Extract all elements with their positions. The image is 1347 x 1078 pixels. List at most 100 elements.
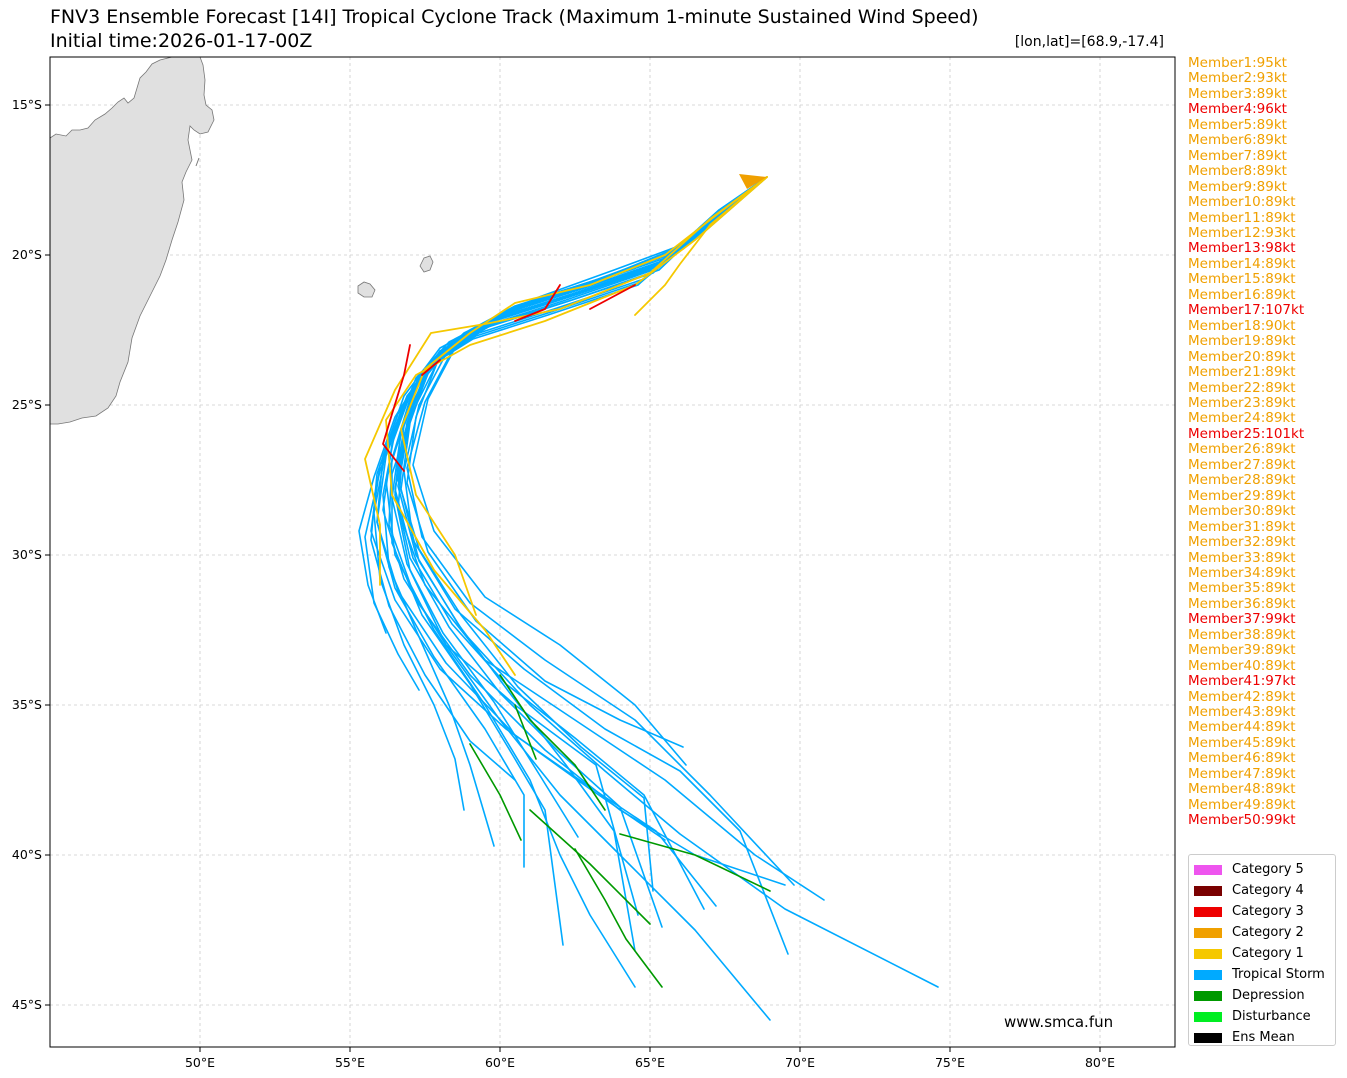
lon-tick-label: 75°E bbox=[935, 1055, 965, 1070]
tropical-storm-track bbox=[382, 176, 768, 916]
member-intensity: Member45:89kt bbox=[1188, 734, 1296, 751]
member-intensity: Member23:89kt bbox=[1188, 394, 1296, 411]
legend-swatch bbox=[1194, 927, 1222, 938]
category3-track bbox=[421, 359, 441, 376]
member-intensity: Member2:93kt bbox=[1188, 70, 1287, 87]
legend-entry: Category 1 bbox=[1194, 943, 1335, 964]
member-intensity: Member20:89kt bbox=[1188, 348, 1296, 365]
lon-tick-label: 80°E bbox=[1085, 1055, 1115, 1070]
madagascar-landmass bbox=[50, 57, 215, 425]
category1-track bbox=[634, 176, 768, 316]
member-intensity: Member13:98kt bbox=[1188, 240, 1296, 257]
legend-swatch bbox=[1194, 1032, 1222, 1043]
member-intensity: Member49:89kt bbox=[1188, 796, 1296, 813]
lat-tick-label: 35°S bbox=[12, 697, 42, 712]
lat-tick-label: 20°S bbox=[12, 247, 42, 262]
lat-tick-label: 45°S bbox=[12, 997, 42, 1012]
category1-tracks bbox=[364, 176, 768, 676]
mauritius-island bbox=[419, 255, 434, 273]
legend-swatch bbox=[1194, 864, 1222, 875]
category3-track bbox=[514, 284, 561, 322]
depression-tracks bbox=[469, 674, 771, 988]
member-intensity: Member4:96kt bbox=[1188, 101, 1287, 118]
member-intensity-list: Member1:95kt Member2:93kt Member3:89kt Memb… bbox=[1188, 55, 1305, 829]
legend-swatch bbox=[1194, 885, 1222, 896]
member-intensity: Member42:89kt bbox=[1188, 688, 1296, 705]
category1-track bbox=[364, 176, 768, 586]
depression-track bbox=[469, 743, 522, 841]
member-intensity: Member12:93kt bbox=[1188, 224, 1296, 241]
member-intensity: Member17:107kt bbox=[1188, 302, 1305, 319]
lon-tick-label: 60°E bbox=[485, 1055, 515, 1070]
member-intensity: Member1:95kt bbox=[1188, 55, 1287, 71]
plot-frame bbox=[49, 56, 1176, 1048]
member-intensity: Member10:89kt bbox=[1188, 194, 1296, 211]
member-intensity: Member22:89kt bbox=[1188, 379, 1296, 396]
genesis-marker bbox=[739, 174, 767, 189]
member-intensity: Member15:89kt bbox=[1188, 271, 1296, 288]
watermark: www.smca.fun bbox=[1004, 1013, 1114, 1031]
lon-tick-label: 70°E bbox=[785, 1055, 815, 1070]
legend-swatch bbox=[1194, 969, 1222, 980]
lat-tick-label: 30°S bbox=[12, 547, 42, 562]
member-intensity: Member5:89kt bbox=[1188, 116, 1287, 133]
legend-entry: Ens Mean bbox=[1194, 1027, 1335, 1048]
member-intensity: Member37:99kt bbox=[1188, 611, 1296, 628]
depression-track bbox=[514, 704, 537, 760]
member-intensity: Member19:89kt bbox=[1188, 333, 1296, 350]
category1-track bbox=[400, 176, 768, 616]
map-background bbox=[50, 57, 1175, 1047]
legend-label: Category 2 bbox=[1232, 925, 1304, 940]
member-intensity: Member26:89kt bbox=[1188, 441, 1296, 458]
coordinate-readout: [lon,lat]=[68.9,-17.4] bbox=[1014, 34, 1164, 50]
member-intensity: Member6:89kt bbox=[1188, 132, 1287, 149]
legend-swatch bbox=[1194, 1011, 1222, 1022]
member-intensity: Member24:89kt bbox=[1188, 410, 1296, 427]
member-intensity: Member38:89kt bbox=[1188, 626, 1296, 643]
member-intensity: Member43:89kt bbox=[1188, 704, 1296, 721]
lat-tick-label: 15°S bbox=[12, 97, 42, 112]
member-intensity: Member47:89kt bbox=[1188, 765, 1296, 782]
member-intensity: Member50:99kt bbox=[1188, 812, 1296, 829]
member-intensity: Member11:89kt bbox=[1188, 209, 1296, 226]
axis-ticks: 50°E 55°E 60°E 65°E 70°E 75°E 80°E 15°S 20°S 25°S… bbox=[12, 97, 1115, 1070]
tropical-storm-track bbox=[397, 176, 768, 892]
member-intensity: Member48:89kt bbox=[1188, 781, 1296, 798]
member-intensity: Member28:89kt bbox=[1188, 472, 1296, 489]
member-intensity: Member18:90kt bbox=[1188, 317, 1296, 334]
tropical-storm-track bbox=[397, 176, 768, 952]
legend-entry: Depression bbox=[1194, 985, 1335, 1006]
member-intensity: Member39:89kt bbox=[1188, 642, 1296, 659]
member-intensity: Member29:89kt bbox=[1188, 487, 1296, 504]
legend-entry: Category 5 bbox=[1194, 859, 1335, 880]
category3-track bbox=[589, 284, 636, 310]
category-legend: Category 5 Category 4 Category 3 Category 2… bbox=[1188, 854, 1336, 1046]
member-intensity: Member9:89kt bbox=[1188, 178, 1287, 195]
initial-time: Initial time:2026-01-17-00Z bbox=[50, 30, 313, 52]
member-intensity: Member30:89kt bbox=[1188, 503, 1296, 520]
legend-label: Ens Mean bbox=[1232, 1030, 1295, 1045]
member-intensity: Member7:89kt bbox=[1188, 147, 1287, 164]
category3-track bbox=[382, 344, 411, 472]
gridlines bbox=[50, 57, 1175, 1047]
member-intensity: Member21:89kt bbox=[1188, 364, 1296, 381]
legend-label: Category 5 bbox=[1232, 862, 1304, 877]
tropical-storm-track bbox=[406, 176, 795, 886]
depression-track bbox=[529, 809, 651, 925]
legend-label: Depression bbox=[1232, 988, 1305, 1003]
legend-label: Disturbance bbox=[1232, 1009, 1311, 1024]
depression-track bbox=[619, 833, 771, 892]
member-intensity: Member27:89kt bbox=[1188, 456, 1296, 473]
legend-label: Category 1 bbox=[1232, 946, 1304, 961]
legend-entry: Category 4 bbox=[1194, 880, 1335, 901]
legend-label: Category 4 bbox=[1232, 883, 1304, 898]
legend-entry: Disturbance bbox=[1194, 1006, 1335, 1027]
member-intensity: Member40:89kt bbox=[1188, 657, 1296, 674]
reunion-island bbox=[357, 281, 376, 298]
category1-track bbox=[385, 176, 768, 676]
legend-entry: Category 2 bbox=[1194, 922, 1335, 943]
legend-entry: Tropical Storm bbox=[1194, 964, 1335, 985]
member-intensity: Member25:101kt bbox=[1188, 425, 1305, 442]
tropical-storm-track bbox=[370, 176, 768, 781]
